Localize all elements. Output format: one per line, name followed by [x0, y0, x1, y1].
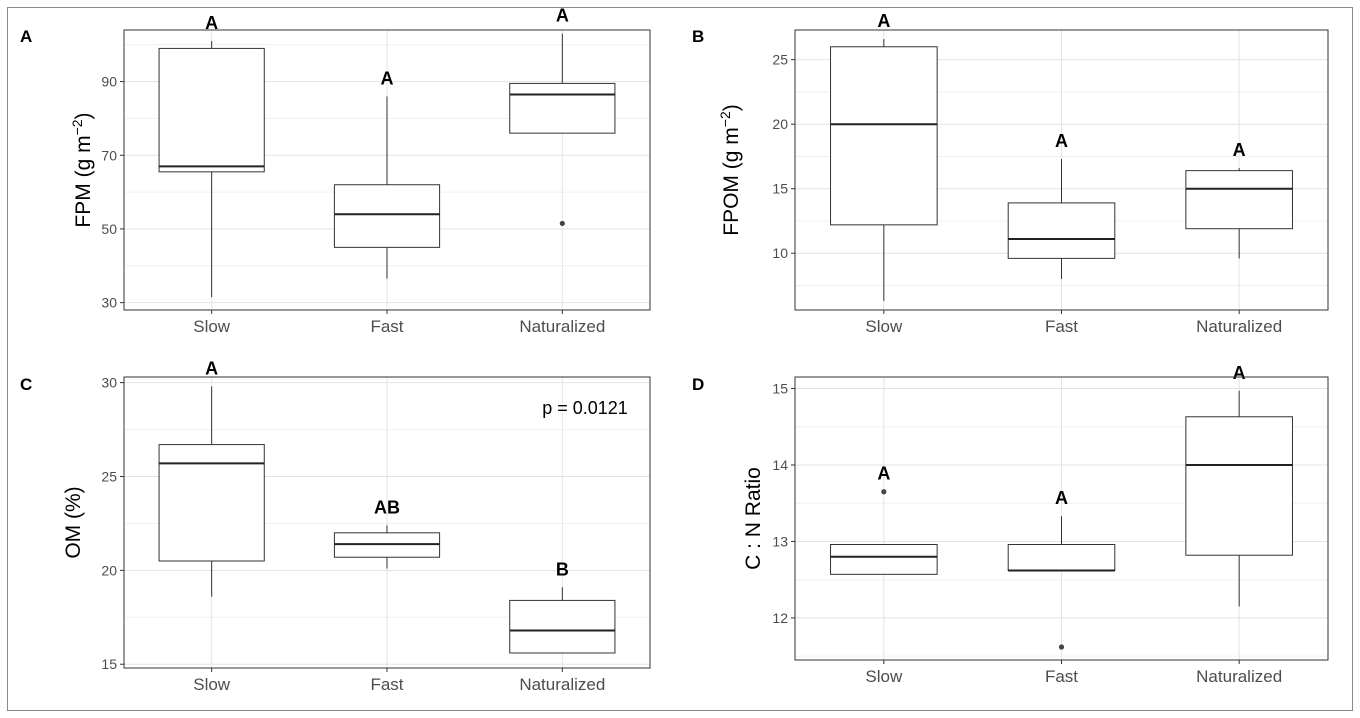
x-tick-label-fast: Fast: [1045, 667, 1078, 686]
panel-letter: D: [692, 375, 704, 394]
x-tick-label-naturalized: Naturalized: [1196, 667, 1282, 686]
y-tick-label: 25: [101, 469, 117, 485]
y-axis-title: FPM (g m−2): [69, 112, 95, 227]
box-slow: A: [830, 464, 938, 575]
y-tick-label: 30: [101, 295, 117, 311]
panel-a: A A A 30 50 70 90 Slow Fast Naturalized A FPM (g m−…: [20, 6, 651, 336]
x-tick-label-fast: Fast: [370, 675, 403, 694]
y-tick-label: 90: [101, 74, 117, 90]
y-tick-label: 10: [772, 245, 788, 261]
box-fast: A: [333, 68, 441, 279]
y-axis-title-end: ): [720, 104, 743, 111]
group-letter-naturalized: A: [1233, 363, 1246, 383]
y-axis-title-superscript: −2: [69, 119, 85, 135]
group-letter-fast: A: [1055, 131, 1068, 151]
y-tick-label: 30: [101, 375, 117, 391]
y-tick-label: 20: [772, 116, 788, 132]
panel-c: A AB B 15 20 25 30 Slow Fast Naturalized C OM (%) p …: [20, 358, 651, 694]
group-letter-fast: A: [381, 68, 394, 88]
p-value-annotation: p = 0.0121: [542, 398, 628, 418]
x-tick-label-naturalized: Naturalized: [519, 675, 605, 694]
group-letter-naturalized: A: [1233, 140, 1246, 160]
iqr-box: [509, 599, 616, 654]
group-letter-slow: A: [205, 358, 218, 378]
y-axis-title: C : N Ratio: [742, 467, 765, 570]
iqr-box: [1007, 544, 1116, 572]
panel-letter: C: [20, 375, 32, 394]
box-naturalized: A: [1185, 140, 1293, 259]
y-tick-label: 70: [101, 147, 117, 163]
iqr-box: [1007, 202, 1116, 259]
outlier-point: [1058, 644, 1065, 650]
group-letter-naturalized: B: [556, 559, 569, 579]
x-tick-label-slow: Slow: [865, 317, 903, 336]
y-axis-title-main: OM (%): [62, 486, 85, 558]
iqr-box: [830, 544, 938, 575]
box-slow: A: [158, 13, 265, 298]
y-axis-title-end: ): [72, 112, 95, 119]
y-axis-title-main: FPOM (g m: [720, 127, 743, 236]
iqr-box: [1185, 416, 1293, 556]
group-letter-slow: A: [205, 13, 218, 33]
y-tick-label: 14: [772, 457, 788, 473]
y-tick-label: 25: [772, 52, 788, 68]
y-tick-label: 20: [101, 562, 117, 578]
y-axis-title: OM (%): [62, 486, 85, 558]
outlier-point: [881, 489, 887, 495]
box-fast: AB: [333, 497, 441, 569]
x-tick-label-slow: Slow: [193, 317, 231, 336]
box-naturalized: B: [509, 559, 616, 654]
iqr-box: [333, 184, 441, 248]
y-axis-title-superscript: −2: [717, 111, 733, 127]
y-tick-label: 15: [772, 380, 788, 396]
panel-letter: B: [692, 27, 704, 46]
box-slow: A: [158, 358, 265, 597]
y-tick-label: 13: [772, 533, 788, 549]
box-fast: A: [1007, 488, 1116, 650]
panel-d: A A A 12 13 14 15 Slow Fast Naturalized D C : N Rat…: [692, 363, 1329, 686]
group-letter-slow: A: [877, 11, 890, 31]
y-tick-label: 15: [772, 181, 788, 197]
x-tick-label-fast: Fast: [1045, 317, 1078, 336]
box-naturalized: A: [509, 6, 616, 227]
y-axis-title-main: C : N Ratio: [742, 467, 765, 570]
box-naturalized: A: [1185, 363, 1293, 607]
box-slow: A: [830, 11, 938, 301]
y-tick-label: 50: [101, 221, 117, 237]
group-letter-slow: A: [877, 464, 890, 484]
iqr-box: [1185, 170, 1293, 230]
x-tick-label-naturalized: Naturalized: [519, 317, 605, 336]
group-letter-fast: A: [1055, 488, 1068, 508]
x-tick-label-slow: Slow: [865, 667, 903, 686]
y-tick-label: 15: [101, 656, 117, 672]
y-axis-title: FPOM (g m−2): [717, 104, 743, 235]
iqr-box: [158, 47, 265, 173]
box-fast: A: [1007, 131, 1116, 280]
x-tick-label-fast: Fast: [370, 317, 403, 336]
panel-letter: A: [20, 27, 32, 46]
iqr-box: [509, 82, 616, 134]
figure-frame: [7, 7, 1353, 711]
x-tick-label-slow: Slow: [193, 675, 231, 694]
group-letter-fast: AB: [374, 497, 400, 517]
y-axis-title-main: FPM (g m: [72, 135, 95, 227]
iqr-box: [830, 46, 938, 226]
panel-b: A A A 10 15 20 25 Slow Fast Naturalized B FPOM (g m…: [692, 11, 1329, 336]
x-tick-label-naturalized: Naturalized: [1196, 317, 1282, 336]
outlier-point: [559, 220, 565, 227]
group-letter-naturalized: A: [556, 6, 569, 26]
y-tick-label: 12: [772, 610, 788, 626]
iqr-box: [158, 444, 265, 562]
